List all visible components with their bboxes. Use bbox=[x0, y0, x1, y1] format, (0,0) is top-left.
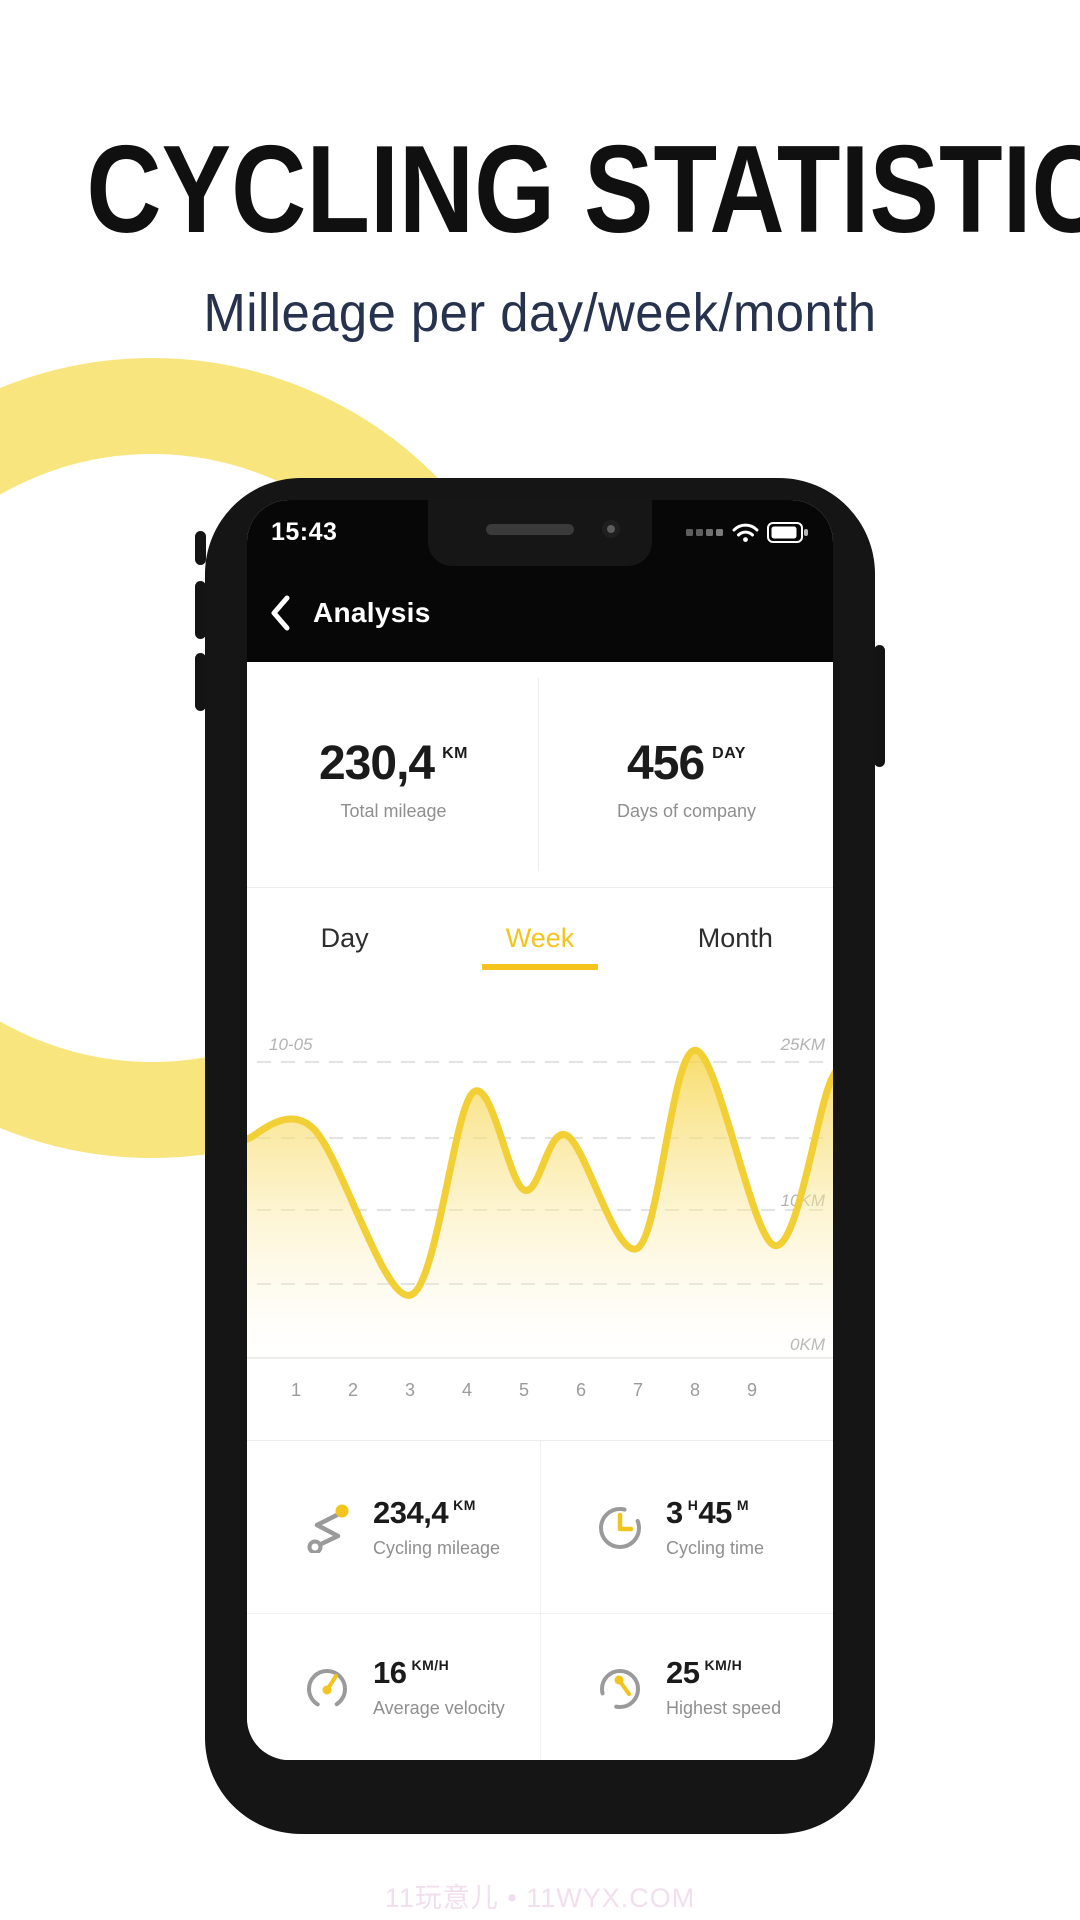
svg-text:5: 5 bbox=[519, 1380, 529, 1400]
svg-text:3: 3 bbox=[405, 1380, 415, 1400]
cycling-time-tile: 3 H45 M Cycling time bbox=[540, 1441, 833, 1613]
total-mileage-stat: 230,4 KM Total mileage bbox=[247, 662, 540, 887]
svg-text:1: 1 bbox=[291, 1380, 301, 1400]
cellular-signal-icon bbox=[686, 528, 723, 536]
phone-notch bbox=[428, 500, 652, 566]
svg-text:4: 4 bbox=[462, 1380, 472, 1400]
days-of-company-stat: 456 DAY Days of company bbox=[540, 662, 833, 887]
period-tabs: Day Week Month bbox=[247, 888, 833, 1000]
metrics-grid: 234,4 KM Cycling mileage 3 H45 M Cycling ti… bbox=[247, 1440, 833, 1760]
svg-text:2: 2 bbox=[348, 1380, 358, 1400]
mileage-chart: 10-0525KM10KM0KM123456789 bbox=[247, 1035, 833, 1440]
svg-text:25KM: 25KM bbox=[780, 1035, 826, 1054]
svg-text:7: 7 bbox=[633, 1380, 643, 1400]
header-title: Analysis bbox=[313, 597, 431, 628]
tab-week[interactable]: Week bbox=[505, 922, 575, 953]
average-velocity-tile: 16 KM/H Average velocity bbox=[247, 1613, 540, 1760]
tab-day[interactable]: Day bbox=[320, 922, 369, 953]
days-of-company-unit: DAY bbox=[712, 744, 746, 762]
cycling-mileage-label: Cycling mileage bbox=[373, 1538, 501, 1558]
speaker-grille bbox=[486, 524, 574, 535]
phone-screen: 15:43 bbox=[247, 500, 833, 1760]
app-header: Analysis bbox=[247, 564, 833, 662]
metrics-vertical-divider bbox=[540, 1441, 541, 1760]
average-velocity-value: 16 KM/H bbox=[373, 1655, 450, 1690]
total-mileage-value: 230,4 KM bbox=[318, 736, 468, 790]
battery-icon bbox=[767, 521, 808, 543]
topbar: 15:43 bbox=[247, 500, 833, 662]
gauge-icon bbox=[307, 1669, 347, 1709]
svg-text:8: 8 bbox=[690, 1380, 700, 1400]
active-tab-indicator bbox=[482, 964, 598, 970]
total-mileage-unit: KM bbox=[442, 744, 468, 762]
status-icons bbox=[686, 521, 809, 543]
clock-icon bbox=[599, 1507, 641, 1549]
page-title: CYCLING STATISTICS bbox=[86, 121, 1080, 259]
highest-speed-label: Highest speed bbox=[666, 1698, 782, 1718]
summary-divider bbox=[538, 678, 539, 871]
status-time: 15:43 bbox=[271, 517, 338, 546]
svg-text:9: 9 bbox=[747, 1380, 757, 1400]
page-subtitle: Milleage per day/week/month bbox=[203, 283, 877, 343]
volume-down-button bbox=[195, 653, 206, 711]
gauge-max-icon bbox=[600, 1669, 640, 1709]
cycling-time-value: 3 H45 M bbox=[666, 1495, 750, 1530]
wifi-icon bbox=[732, 523, 759, 542]
front-camera bbox=[602, 520, 620, 538]
mute-switch bbox=[195, 531, 206, 565]
average-velocity-label: Average velocity bbox=[373, 1698, 505, 1718]
metrics-horizontal-divider bbox=[247, 1613, 833, 1614]
svg-text:10-05: 10-05 bbox=[269, 1035, 313, 1054]
chart-section: 10-0525KM10KM0KM123456789 bbox=[247, 1000, 833, 1440]
status-bar: 15:43 bbox=[247, 500, 833, 564]
cycling-mileage-value: 234,4 KM bbox=[373, 1495, 476, 1530]
total-mileage-label: Total mileage bbox=[340, 800, 447, 821]
tab-month[interactable]: Month bbox=[697, 922, 773, 953]
summary-section: 230,4 KM Total mileage 456 DAY Days of com… bbox=[247, 662, 833, 888]
route-icon bbox=[307, 1504, 349, 1553]
cycling-time-label: Cycling time bbox=[666, 1538, 765, 1558]
power-button bbox=[874, 645, 885, 767]
highest-speed-tile: 25 KM/H Highest speed bbox=[540, 1613, 833, 1760]
volume-up-button bbox=[195, 581, 206, 639]
cycling-mileage-tile: 234,4 KM Cycling mileage bbox=[247, 1441, 540, 1613]
days-of-company-label: Days of company bbox=[616, 800, 757, 821]
back-chevron-icon[interactable] bbox=[269, 594, 291, 632]
watermark: 11玩意儿 • 11WYX.COM bbox=[384, 1883, 696, 1913]
highest-speed-value: 25 KM/H bbox=[666, 1655, 743, 1690]
svg-text:6: 6 bbox=[576, 1380, 586, 1400]
days-of-company-value: 456 DAY bbox=[627, 736, 746, 790]
